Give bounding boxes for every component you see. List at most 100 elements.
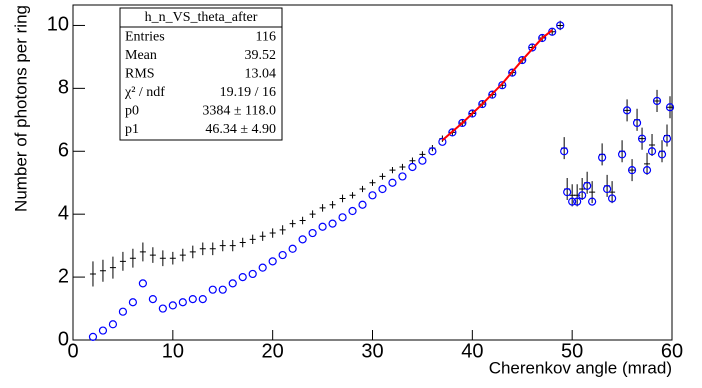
data-point [399, 163, 406, 171]
data-point [609, 181, 616, 204]
stats-title: h_n_VS_theta_after [145, 10, 258, 25]
data-point [662, 134, 672, 143]
data-point [149, 247, 156, 263]
data-point [398, 172, 407, 181]
data-point [448, 128, 457, 137]
data-point [409, 157, 416, 164]
data-point [627, 166, 637, 175]
data-point [563, 188, 572, 197]
data-point [589, 181, 596, 204]
data-point [639, 127, 646, 150]
stats-value: 39.52 [245, 48, 277, 63]
data-point [319, 204, 326, 212]
data-point [629, 159, 636, 182]
data-point [556, 21, 565, 30]
data-point [538, 33, 547, 43]
data-point [624, 99, 631, 122]
data-point [198, 295, 207, 304]
data-point [657, 150, 667, 159]
data-point [649, 133, 656, 156]
data-point [654, 89, 661, 112]
data-point [209, 242, 216, 256]
data-point [573, 197, 582, 206]
data-point [488, 90, 497, 99]
stats-label: RMS [125, 66, 155, 81]
data-point [528, 43, 537, 52]
data-point [428, 147, 437, 156]
data-point [438, 137, 447, 146]
stats-label: p0 [125, 103, 139, 118]
data-point [339, 194, 346, 203]
data-point [318, 222, 327, 231]
x-tick-label: 0 [67, 340, 78, 362]
data-point [109, 256, 116, 279]
fit-line [441, 29, 553, 142]
data-point [359, 185, 366, 193]
x-tick-label: 40 [461, 340, 483, 362]
data-point [378, 184, 387, 194]
stats-value: 3384 ± 118.0 [202, 103, 276, 118]
stats-label: Entries [125, 29, 165, 44]
data-point [108, 320, 118, 329]
data-point [588, 197, 597, 206]
data-point [637, 134, 647, 143]
x-tick-label: 20 [262, 340, 284, 362]
data-point [259, 231, 266, 241]
data-point [118, 307, 128, 316]
data-point [169, 251, 176, 265]
data-point [603, 184, 612, 194]
data-point [129, 248, 136, 268]
data-point [249, 234, 256, 245]
data-point [468, 109, 477, 118]
data-point [458, 118, 467, 128]
stats-value: 46.34 ± 4.90 [205, 122, 276, 137]
data-point [268, 257, 277, 266]
data-point [478, 99, 487, 109]
data-point [148, 295, 157, 304]
data-point [308, 228, 317, 238]
data-point [647, 147, 657, 156]
data-point [189, 245, 196, 259]
y-axis-label: Number of photons per ring [11, 5, 30, 212]
data-point [419, 151, 426, 158]
data-point [158, 304, 167, 313]
data-point [368, 191, 377, 200]
data-point [349, 192, 356, 199]
data-point [238, 272, 247, 282]
data-point [99, 259, 106, 282]
y-tick-label: 4 [58, 202, 69, 224]
data-point [188, 295, 197, 304]
x-tick-label: 30 [361, 340, 383, 362]
y-tick-label: 10 [47, 14, 69, 36]
data-point [219, 239, 226, 252]
data-point [329, 200, 336, 209]
data-point [269, 228, 276, 238]
data-point [258, 263, 267, 272]
data-point [644, 152, 651, 175]
data-point [279, 225, 286, 235]
data-point [179, 248, 186, 262]
data-point [88, 332, 98, 341]
data-point [98, 326, 108, 335]
y-tick-label: 8 [58, 77, 69, 99]
data-point [568, 197, 577, 206]
data-point [369, 179, 376, 186]
data-point [298, 235, 307, 244]
data-point [288, 244, 297, 253]
data-point [617, 150, 627, 159]
data-point [299, 216, 306, 225]
data-point [248, 269, 257, 279]
data-point [278, 250, 287, 260]
data-point [578, 191, 587, 200]
data-point [358, 200, 367, 209]
stats-label: p1 [125, 122, 139, 137]
data-point [379, 173, 386, 180]
data-point [418, 156, 427, 165]
data-point [607, 194, 617, 203]
data-point [408, 162, 417, 172]
data-point [178, 298, 187, 307]
data-point [228, 279, 237, 288]
data-point [642, 166, 652, 175]
data-point [622, 106, 632, 115]
data-point [289, 219, 296, 228]
